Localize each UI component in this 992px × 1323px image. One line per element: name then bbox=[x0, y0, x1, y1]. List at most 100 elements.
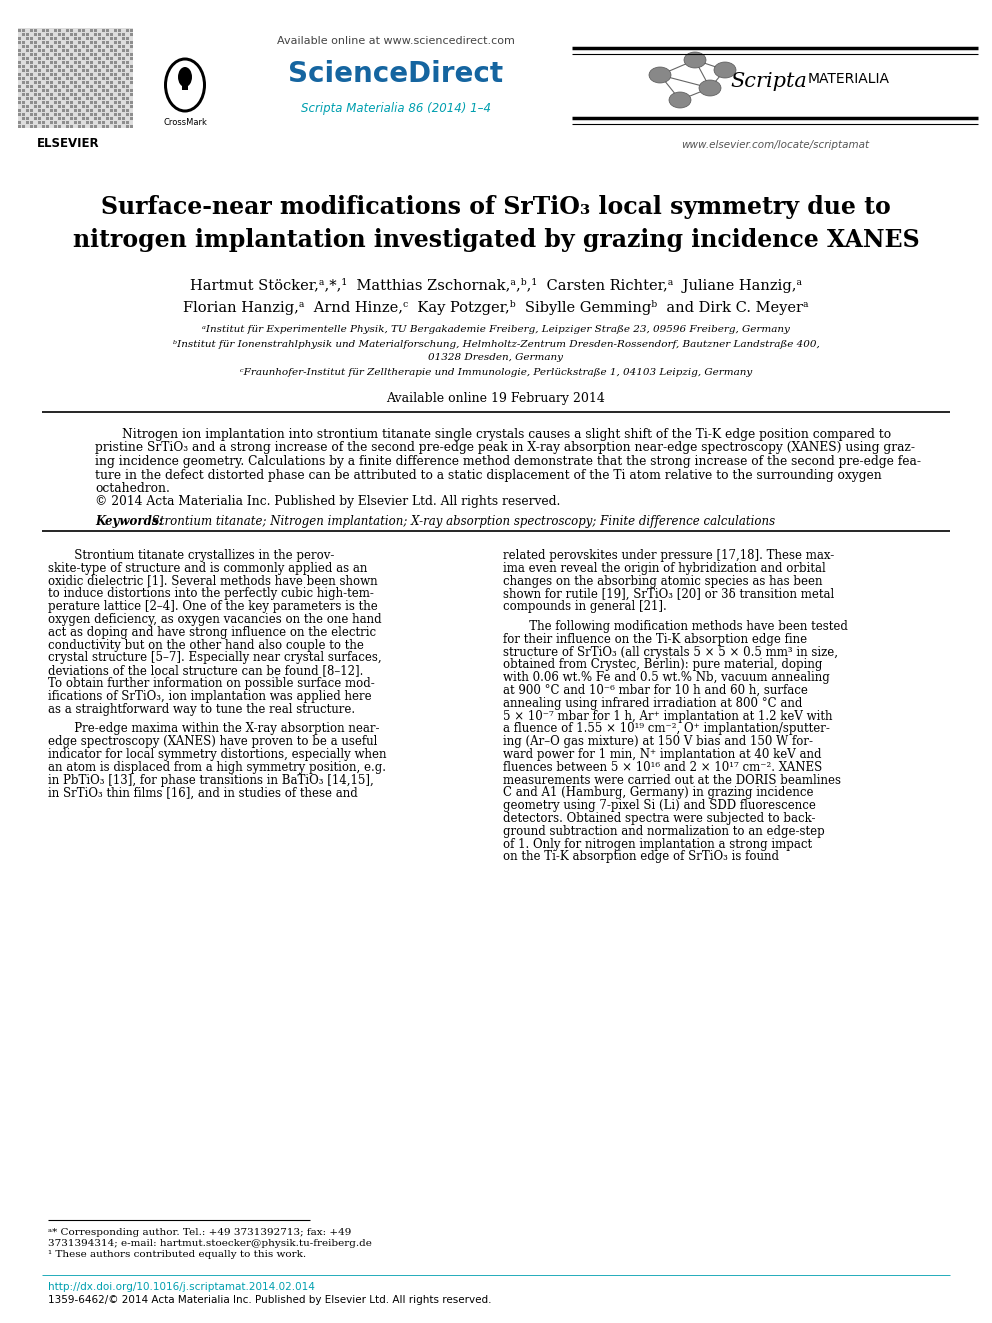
Bar bbox=[102, 108, 105, 112]
Bar bbox=[26, 108, 29, 112]
Text: Scripta Materialia 86 (2014) 1–4: Scripta Materialia 86 (2014) 1–4 bbox=[301, 102, 491, 115]
Bar bbox=[102, 85, 105, 89]
Bar bbox=[98, 85, 101, 89]
Bar bbox=[58, 45, 61, 48]
Bar bbox=[58, 101, 61, 105]
Bar bbox=[26, 93, 29, 97]
Bar bbox=[42, 85, 45, 89]
Bar bbox=[126, 124, 129, 128]
Bar bbox=[130, 81, 133, 83]
Bar bbox=[58, 57, 61, 60]
Bar bbox=[54, 101, 57, 105]
Bar bbox=[98, 97, 101, 101]
Bar bbox=[50, 45, 53, 48]
Text: The following modification methods have been tested: The following modification methods have … bbox=[503, 620, 848, 632]
Bar bbox=[18, 85, 21, 89]
Bar bbox=[46, 53, 49, 56]
Bar bbox=[118, 77, 121, 79]
Bar bbox=[18, 112, 21, 116]
Bar bbox=[62, 116, 65, 120]
Bar bbox=[34, 53, 37, 56]
Bar bbox=[46, 77, 49, 79]
Text: ture in the defect distorted phase can be attributed to a static displacement of: ture in the defect distorted phase can b… bbox=[95, 468, 882, 482]
Bar bbox=[78, 77, 81, 79]
Bar bbox=[86, 97, 89, 101]
Bar bbox=[38, 33, 41, 36]
Bar bbox=[102, 89, 105, 93]
Bar bbox=[110, 49, 113, 52]
Bar bbox=[78, 101, 81, 105]
Bar bbox=[82, 105, 85, 108]
Text: measurements were carried out at the DORIS beamlines: measurements were carried out at the DOR… bbox=[503, 774, 841, 787]
Bar bbox=[42, 41, 45, 44]
Bar bbox=[118, 112, 121, 116]
Bar bbox=[22, 77, 25, 79]
Bar bbox=[70, 33, 73, 36]
Bar bbox=[54, 49, 57, 52]
Bar bbox=[26, 85, 29, 89]
Bar bbox=[26, 57, 29, 60]
Bar bbox=[86, 69, 89, 71]
Bar bbox=[70, 57, 73, 60]
Bar bbox=[94, 105, 97, 108]
Bar bbox=[66, 53, 69, 56]
Bar bbox=[46, 112, 49, 116]
Bar bbox=[18, 89, 21, 93]
Bar bbox=[46, 93, 49, 97]
Bar bbox=[42, 112, 45, 116]
Bar bbox=[98, 93, 101, 97]
Bar bbox=[98, 57, 101, 60]
Text: of 1. Only for nitrogen implantation a strong impact: of 1. Only for nitrogen implantation a s… bbox=[503, 837, 812, 851]
Text: Available online at www.sciencedirect.com: Available online at www.sciencedirect.co… bbox=[277, 36, 515, 46]
Bar bbox=[22, 81, 25, 83]
Bar bbox=[22, 53, 25, 56]
Bar bbox=[30, 29, 33, 32]
Bar bbox=[74, 33, 77, 36]
Bar bbox=[34, 93, 37, 97]
Text: Surface-near modifications of SrTiO₃ local symmetry due to: Surface-near modifications of SrTiO₃ loc… bbox=[101, 194, 891, 220]
Bar bbox=[30, 108, 33, 112]
Bar bbox=[38, 108, 41, 112]
Bar bbox=[62, 81, 65, 83]
Bar bbox=[98, 120, 101, 124]
Bar bbox=[54, 65, 57, 67]
Text: ground subtraction and normalization to an edge-step: ground subtraction and normalization to … bbox=[503, 824, 824, 837]
Bar bbox=[114, 97, 117, 101]
Bar bbox=[70, 41, 73, 44]
Text: To obtain further information on possible surface mod-: To obtain further information on possibl… bbox=[48, 677, 375, 691]
Text: to induce distortions into the perfectly cubic high-tem-: to induce distortions into the perfectly… bbox=[48, 587, 374, 601]
Text: for their influence on the Ti-K absorption edge fine: for their influence on the Ti-K absorpti… bbox=[503, 632, 807, 646]
Text: a fluence of 1.55 × 10¹⁹ cm⁻², O⁺ implantation/sputter-: a fluence of 1.55 × 10¹⁹ cm⁻², O⁺ implan… bbox=[503, 722, 830, 736]
Text: ing (Ar–O gas mixture) at 150 V bias and 150 W for-: ing (Ar–O gas mixture) at 150 V bias and… bbox=[503, 736, 813, 749]
Bar bbox=[94, 93, 97, 97]
Bar bbox=[62, 49, 65, 52]
Bar bbox=[130, 101, 133, 105]
Bar bbox=[22, 69, 25, 71]
Bar bbox=[74, 116, 77, 120]
Bar bbox=[54, 97, 57, 101]
Bar bbox=[90, 49, 93, 52]
Bar bbox=[22, 65, 25, 67]
Bar bbox=[22, 93, 25, 97]
Bar bbox=[42, 65, 45, 67]
Bar bbox=[62, 73, 65, 75]
Bar bbox=[90, 120, 93, 124]
Bar bbox=[22, 33, 25, 36]
Bar bbox=[90, 77, 93, 79]
Bar bbox=[54, 77, 57, 79]
Bar bbox=[118, 45, 121, 48]
Bar bbox=[82, 69, 85, 71]
Bar bbox=[58, 53, 61, 56]
Bar bbox=[110, 85, 113, 89]
Bar bbox=[110, 105, 113, 108]
Bar bbox=[34, 105, 37, 108]
Bar bbox=[58, 116, 61, 120]
Bar bbox=[30, 112, 33, 116]
Bar bbox=[86, 81, 89, 83]
Bar bbox=[30, 89, 33, 93]
Text: Florian Hanzig,ᵃ  Arnd Hinze,ᶜ  Kay Potzger,ᵇ  Sibylle Gemmingᵇ  and Dirk C. Mey: Florian Hanzig,ᵃ Arnd Hinze,ᶜ Kay Potzge… bbox=[184, 300, 808, 315]
Bar bbox=[126, 53, 129, 56]
Bar bbox=[18, 97, 21, 101]
Bar bbox=[70, 53, 73, 56]
Bar bbox=[38, 73, 41, 75]
